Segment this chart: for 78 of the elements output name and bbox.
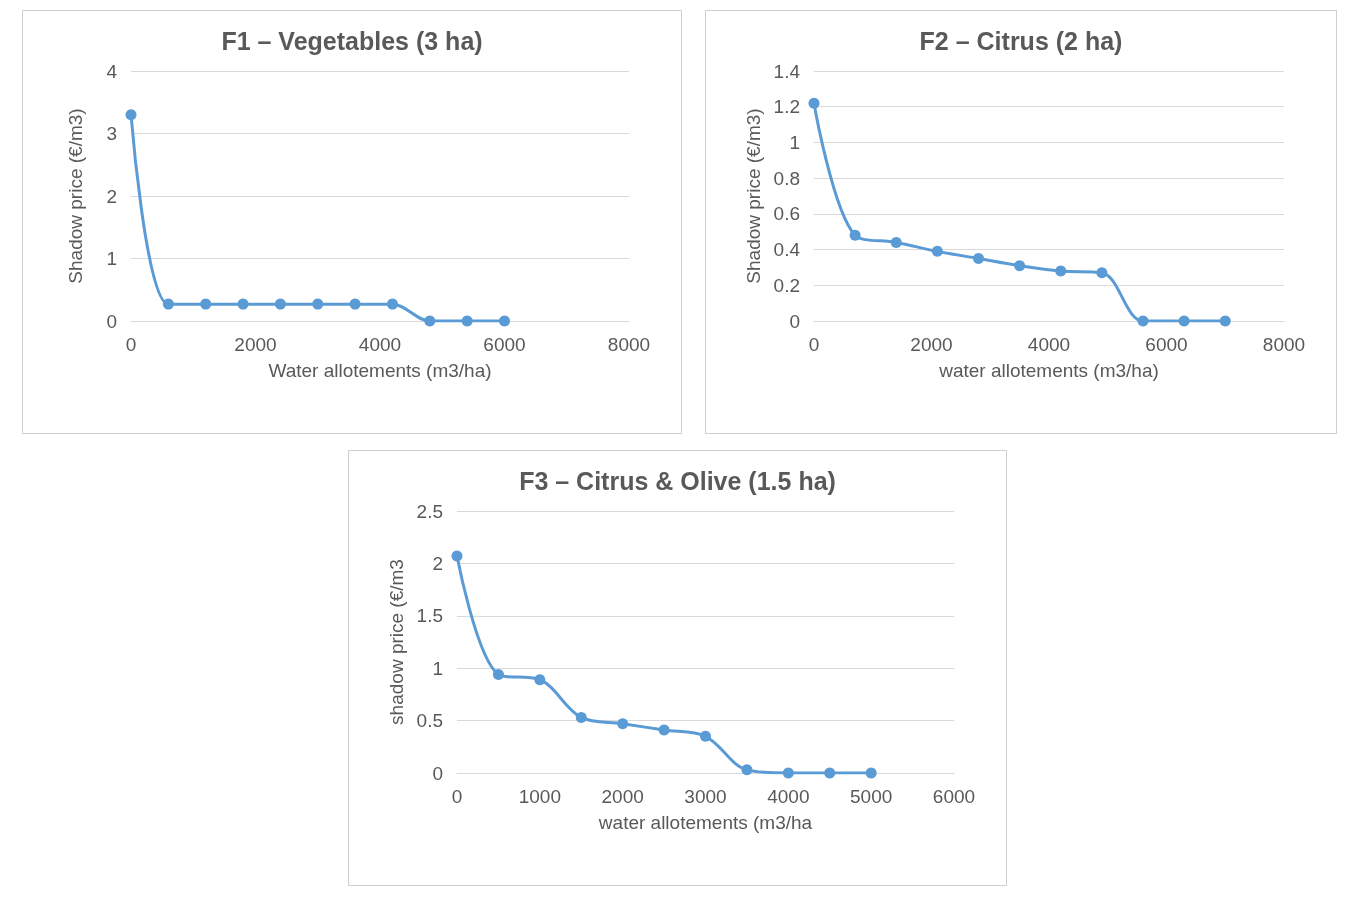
point bbox=[973, 253, 984, 264]
x-tick-label: 6000 bbox=[1145, 334, 1188, 355]
point bbox=[1178, 315, 1190, 327]
y-tick-label: 1 bbox=[789, 131, 800, 153]
y-tick-label: 0.4 bbox=[773, 239, 801, 261]
chart-title: F3 – Citrus & Olive (1.5 ha) bbox=[519, 466, 836, 495]
point bbox=[349, 298, 361, 310]
y-tick-label: 1 bbox=[106, 248, 117, 269]
point bbox=[1096, 267, 1108, 279]
y-tick-label: 2 bbox=[106, 185, 117, 207]
point bbox=[534, 674, 546, 686]
point bbox=[312, 298, 324, 310]
x-tick-label: 1000 bbox=[518, 786, 561, 807]
point bbox=[499, 315, 510, 327]
y-tick-label: 0 bbox=[106, 310, 117, 332]
x-tick-label: 2000 bbox=[601, 786, 644, 807]
x-tick-label: 4000 bbox=[1027, 334, 1071, 355]
x-tick-label: 0 bbox=[125, 334, 137, 355]
y-tick-label: 0.6 bbox=[773, 203, 800, 225]
point bbox=[424, 315, 436, 327]
x-tick-label: 5000 bbox=[850, 786, 893, 807]
point bbox=[849, 229, 861, 241]
chart-title: F1 – Vegetables (3 ha) bbox=[221, 26, 483, 55]
x-axis-title: water allotements (m3/ha) bbox=[938, 360, 1159, 381]
point bbox=[824, 767, 836, 779]
x-tick-label: 6000 bbox=[932, 786, 976, 807]
y-tick-label: 0.8 bbox=[773, 167, 800, 189]
y-tick-label: 0 bbox=[789, 310, 800, 332]
y-axis-title: shadow price (€/m3 bbox=[385, 559, 407, 725]
point bbox=[492, 668, 504, 680]
point bbox=[658, 724, 670, 736]
y-tick-label: 2.5 bbox=[416, 500, 443, 522]
y-tick-label: 0.2 bbox=[773, 274, 800, 296]
x-axis-title: water allotements (m3/ha bbox=[597, 812, 813, 833]
x-axis-title: Water allotements (m3/ha) bbox=[268, 360, 492, 381]
point bbox=[237, 298, 249, 310]
x-tick-label: 6000 bbox=[483, 334, 526, 355]
point bbox=[1055, 265, 1067, 277]
point bbox=[461, 315, 473, 327]
point bbox=[865, 767, 877, 779]
y-tick-label: 1.2 bbox=[773, 96, 800, 118]
y-tick-label: 1.5 bbox=[416, 605, 443, 627]
x-tick-label: 0 bbox=[808, 334, 820, 355]
y-tick-label: 4 bbox=[106, 60, 118, 82]
point bbox=[1219, 315, 1231, 327]
point bbox=[451, 550, 463, 562]
point bbox=[125, 109, 137, 121]
point bbox=[931, 245, 943, 257]
point bbox=[700, 730, 711, 742]
x-tick-label: 8000 bbox=[1262, 334, 1306, 355]
point bbox=[808, 97, 820, 109]
x-tick-label: 3000 bbox=[684, 786, 727, 807]
y-tick-label: 1.4 bbox=[773, 60, 801, 82]
point bbox=[1014, 260, 1026, 272]
x-tick-label: 4000 bbox=[767, 786, 810, 807]
y-tick-label: 2 bbox=[432, 552, 443, 574]
x-tick-label: 8000 bbox=[607, 334, 651, 355]
y-tick-label: 0.5 bbox=[416, 710, 443, 732]
point bbox=[782, 767, 794, 779]
y-axis-title: Shadow price (€/m3) bbox=[742, 108, 764, 284]
point bbox=[274, 298, 286, 310]
point bbox=[890, 236, 902, 248]
point bbox=[575, 711, 587, 723]
x-tick-label: 2000 bbox=[910, 334, 953, 355]
x-tick-label: 0 bbox=[451, 786, 463, 807]
x-tick-label: 4000 bbox=[358, 334, 402, 355]
point bbox=[386, 298, 398, 310]
y-tick-label: 3 bbox=[106, 123, 117, 144]
point bbox=[617, 718, 629, 730]
y-tick-label: 1 bbox=[432, 657, 443, 679]
y-axis-title: Shadow price (€/m3) bbox=[65, 108, 86, 284]
point bbox=[162, 298, 174, 310]
point bbox=[1137, 315, 1149, 327]
point bbox=[200, 298, 212, 310]
point bbox=[741, 764, 753, 776]
x-tick-label: 2000 bbox=[234, 334, 277, 355]
y-tick-label: 0 bbox=[432, 762, 443, 784]
chart-title: F2 – Citrus (2 ha) bbox=[919, 26, 1123, 55]
